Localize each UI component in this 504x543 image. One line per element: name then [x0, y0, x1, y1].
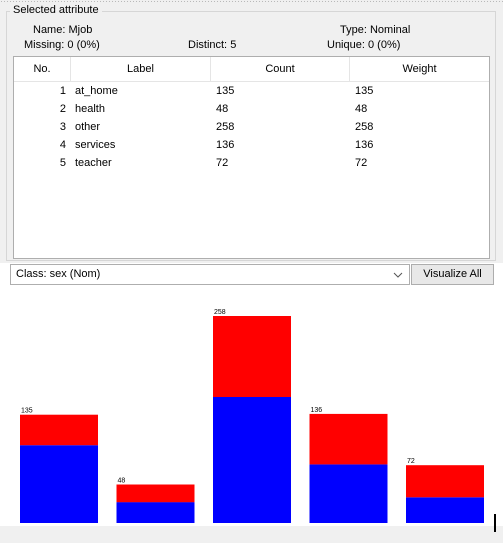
- bar-segment-health-0: [116, 502, 195, 523]
- unique-value: 0 (0%): [367, 39, 401, 51]
- cell-weight: 135: [355, 85, 374, 97]
- attribute-panel: Selected attribute Name: Mjob Type: Nomi…: [0, 0, 503, 263]
- bottom-strip: [0, 526, 503, 543]
- name-info: Name: Mjob: [33, 24, 92, 36]
- cell-count: 72: [216, 157, 229, 169]
- bar-value-label-other: 258: [214, 309, 226, 316]
- cell-no: 1: [59, 85, 66, 97]
- table-row[interactable]: 5 teacher 72 72: [14, 154, 489, 172]
- table-header: No. Label Count Weight: [14, 57, 489, 82]
- class-selector-row: Class: sex (Nom) Visualize All: [10, 264, 494, 286]
- column-header-weight[interactable]: Weight: [402, 63, 437, 75]
- selected-attribute-group: [6, 11, 496, 261]
- cell-weight: 72: [355, 157, 368, 169]
- type-value: Nominal: [369, 24, 411, 36]
- class-select[interactable]: Class: sex (Nom): [10, 264, 410, 285]
- column-header-no[interactable]: No.: [14, 57, 71, 81]
- visualize-all-button[interactable]: Visualize All: [411, 264, 494, 285]
- unique-label: Unique:: [327, 39, 365, 51]
- cell-weight: 258: [355, 121, 374, 133]
- cell-weight: 136: [355, 139, 374, 151]
- cell-no: 2: [59, 103, 66, 115]
- values-table[interactable]: No. Label Count Weight 1 at_home 135 135…: [13, 56, 490, 259]
- unique-info: Unique: 0 (0%): [327, 39, 400, 51]
- cell-label: services: [75, 139, 116, 151]
- panel-top-border: [0, 0, 503, 2]
- name-value: Mjob: [68, 24, 93, 36]
- group-title: Selected attribute: [10, 4, 102, 16]
- cell-count: 136: [216, 139, 235, 151]
- bar-segment-services-1: [309, 413, 388, 465]
- class-select-value: Class: sex (Nom): [16, 268, 101, 280]
- bar-value-label-teacher: 72: [407, 458, 415, 465]
- chart-svg: 135 48 258 136 72: [20, 309, 484, 523]
- table-row[interactable]: 1 at_home 135 135: [14, 82, 489, 100]
- distinct-info: Distinct: 5: [188, 39, 236, 51]
- cell-count: 135: [216, 85, 235, 97]
- type-info: Type: Nominal: [340, 24, 410, 36]
- cell-label: at_home: [75, 85, 118, 97]
- class-distribution-chart: 135 48 258 136 72: [10, 287, 494, 528]
- bar-segment-services-0: [309, 464, 388, 523]
- missing-value: 0 (0%): [67, 39, 100, 51]
- table-row[interactable]: 3 other 258 258: [14, 118, 489, 136]
- name-label: Name:: [33, 24, 66, 36]
- missing-info: Missing: 0 (0%): [24, 39, 100, 51]
- cell-count: 48: [216, 103, 229, 115]
- column-header-count[interactable]: Count: [211, 57, 350, 81]
- bar-segment-teacher-0: [406, 497, 484, 523]
- chevron-down-icon[interactable]: [393, 265, 403, 291]
- text-cursor: [494, 514, 496, 532]
- distinct-value: 5: [230, 39, 237, 51]
- bar-segment-teacher-1: [406, 465, 484, 498]
- cell-label: health: [75, 103, 105, 115]
- bar-segment-at_home-0: [20, 445, 98, 523]
- cell-no: 5: [59, 157, 66, 169]
- cell-count: 258: [216, 121, 235, 133]
- cell-weight: 48: [355, 103, 368, 115]
- column-header-label[interactable]: Label: [71, 57, 211, 81]
- distinct-label: Distinct:: [188, 39, 228, 51]
- bar-segment-at_home-1: [20, 414, 98, 446]
- type-label: Type:: [340, 24, 367, 36]
- cell-label: other: [75, 121, 101, 133]
- cell-no: 3: [59, 121, 66, 133]
- bar-segment-health-1: [116, 484, 195, 503]
- missing-label: Missing:: [24, 39, 65, 51]
- table-row[interactable]: 2 health 48 48: [14, 100, 489, 118]
- bar-value-label-health: 48: [118, 478, 126, 485]
- table-row[interactable]: 4 services 136 136: [14, 136, 489, 154]
- cell-label: teacher: [75, 157, 112, 169]
- bar-value-label-at_home: 135: [21, 408, 33, 415]
- bar-segment-other-0: [213, 397, 291, 523]
- bar-segment-other-1: [213, 316, 291, 397]
- cell-no: 4: [59, 139, 66, 151]
- bar-value-label-services: 136: [311, 407, 323, 414]
